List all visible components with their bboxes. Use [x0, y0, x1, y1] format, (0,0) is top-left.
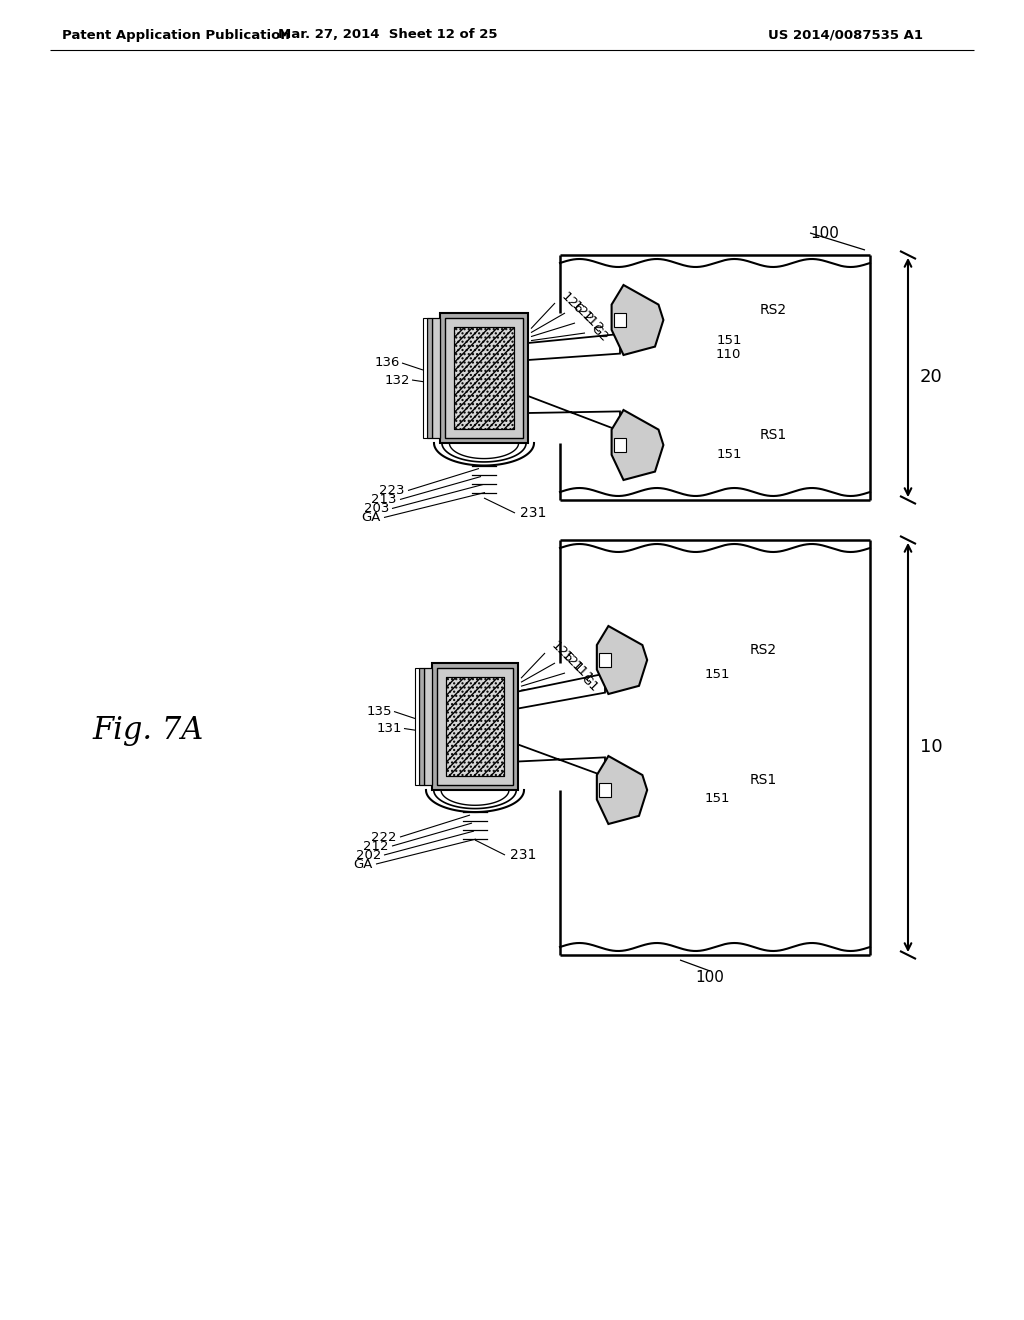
Text: GA: GA	[353, 858, 373, 871]
Bar	[614, 313, 626, 327]
Bar	[446, 677, 504, 776]
Polygon shape	[597, 756, 647, 824]
Polygon shape	[611, 285, 664, 355]
Text: US 2014/0087535 A1: US 2014/0087535 A1	[768, 29, 923, 41]
Text: 100: 100	[810, 226, 839, 240]
Text: RS1: RS1	[750, 774, 777, 787]
Text: 132: 132	[384, 374, 410, 387]
Text: 231: 231	[510, 847, 537, 862]
Bar	[437, 668, 513, 785]
Text: 151: 151	[705, 792, 730, 804]
Text: 10: 10	[920, 738, 943, 756]
Text: 126: 126	[558, 289, 585, 317]
Text: 121: 121	[558, 649, 586, 677]
Bar	[432, 318, 440, 438]
Bar	[432, 663, 518, 789]
Text: 151: 151	[705, 668, 730, 681]
Text: Patent Application Publication: Patent Application Publication	[62, 29, 290, 41]
Text: GA: GA	[361, 511, 381, 524]
Text: G1: G1	[578, 672, 600, 694]
Bar	[427, 318, 432, 438]
Bar	[440, 313, 528, 444]
Bar	[614, 438, 626, 451]
Bar	[445, 318, 523, 438]
Text: 203: 203	[364, 502, 389, 515]
Bar	[446, 677, 504, 776]
Polygon shape	[528, 396, 620, 432]
Text: 231: 231	[520, 506, 547, 520]
Bar	[415, 668, 419, 785]
Text: RS2: RS2	[750, 643, 777, 657]
Text: G2: G2	[588, 322, 610, 345]
Polygon shape	[611, 411, 664, 480]
Polygon shape	[518, 744, 605, 776]
Text: 131: 131	[377, 722, 402, 735]
Text: 212: 212	[364, 840, 389, 853]
Text: RS1: RS1	[760, 428, 787, 442]
Text: 223: 223	[380, 484, 406, 498]
Text: 111: 111	[568, 660, 595, 686]
Text: 222: 222	[372, 830, 397, 843]
Text: Mar. 27, 2014  Sheet 12 of 25: Mar. 27, 2014 Sheet 12 of 25	[279, 29, 498, 41]
Text: Fig. 7A: Fig. 7A	[92, 714, 204, 746]
Text: 151: 151	[717, 334, 742, 346]
Text: 135: 135	[367, 705, 392, 718]
Bar	[423, 318, 427, 438]
Bar	[599, 653, 611, 667]
Bar	[454, 327, 514, 429]
Text: 202: 202	[355, 849, 381, 862]
Text: 151: 151	[717, 449, 742, 462]
Text: 125: 125	[548, 639, 575, 667]
Text: 213: 213	[372, 492, 397, 506]
Text: 100: 100	[695, 969, 724, 985]
Polygon shape	[597, 626, 647, 694]
Text: 112: 112	[578, 309, 605, 337]
Text: 20: 20	[920, 368, 943, 387]
Bar	[419, 668, 424, 785]
Text: 136: 136	[375, 356, 400, 370]
Polygon shape	[518, 673, 605, 709]
Text: 122: 122	[568, 300, 595, 326]
Bar	[454, 327, 514, 429]
Text: 110: 110	[716, 348, 741, 362]
Polygon shape	[528, 334, 620, 360]
Bar	[599, 783, 611, 797]
Text: RS2: RS2	[760, 304, 787, 317]
Bar	[424, 668, 432, 785]
